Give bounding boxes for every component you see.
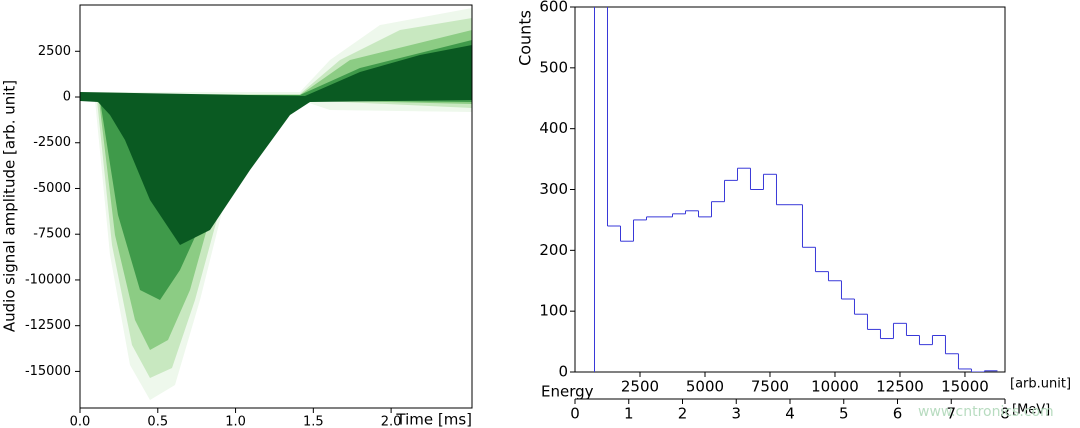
x-axis-label: Energy bbox=[541, 383, 594, 401]
y-tick-label: -15000 bbox=[25, 364, 71, 379]
y-tick-label: 600 bbox=[539, 0, 568, 16]
x-tick-label: 15000 bbox=[941, 378, 989, 396]
y-tick-label: -2500 bbox=[33, 135, 71, 150]
y-axis-label: Audio signal amplitude [arb. unit] bbox=[1, 80, 19, 332]
x2-tick-label: 8 bbox=[1000, 405, 1010, 423]
x2-tick-label: 7 bbox=[946, 405, 956, 423]
y-tick-label: -12500 bbox=[25, 318, 71, 333]
y-tick-label: 0 bbox=[558, 363, 568, 381]
watermark: www.cntronics.com bbox=[918, 404, 1054, 420]
y-axis-label: Counts bbox=[516, 10, 535, 66]
x-tick-label: 7500 bbox=[751, 378, 789, 396]
x-tick-label: 0.5 bbox=[147, 415, 168, 428]
x-tick-label: 2500 bbox=[621, 378, 659, 396]
y-tick-label: 100 bbox=[539, 302, 568, 320]
plot-frame bbox=[79, 4, 473, 409]
y-tick-label: -10000 bbox=[25, 272, 71, 287]
x-tick-label: 1.0 bbox=[225, 415, 246, 428]
x2-tick-label: 3 bbox=[731, 405, 741, 423]
y-tick-label: 300 bbox=[539, 180, 568, 198]
histogram bbox=[593, 7, 998, 372]
x-tick-label: 5000 bbox=[686, 378, 724, 396]
y-tick-label: 400 bbox=[539, 119, 568, 137]
x-axis-unit: [arb.unit] bbox=[1010, 377, 1071, 392]
x-tick-label: 0.0 bbox=[70, 415, 91, 428]
x-tick-label: 12500 bbox=[876, 378, 924, 396]
y-tick-label: 200 bbox=[539, 241, 568, 259]
density-core bbox=[80, 45, 472, 245]
x-axis-label: Time [ms] bbox=[395, 411, 472, 428]
y-tick-label: -7500 bbox=[33, 227, 71, 242]
density-map bbox=[80, 8, 472, 400]
x2-tick-label: 6 bbox=[893, 405, 903, 423]
x-tick-label: 2.0 bbox=[381, 415, 402, 428]
y-tick-label: -5000 bbox=[33, 181, 71, 196]
y-tick-label: 500 bbox=[539, 58, 568, 76]
plot-frame bbox=[574, 6, 1006, 373]
x2-tick-label: 1 bbox=[624, 405, 634, 423]
x2-tick-label: 4 bbox=[785, 405, 795, 423]
x2-tick-label: 0 bbox=[570, 405, 580, 423]
x-tick-label: 1.5 bbox=[303, 415, 324, 428]
x2-axis-unit: [MeV] bbox=[1012, 403, 1050, 418]
y-tick-label: 2500 bbox=[38, 44, 71, 59]
y-tick-label: 0 bbox=[63, 90, 71, 105]
x-tick-label: 10000 bbox=[811, 378, 859, 396]
x2-tick-label: 2 bbox=[678, 405, 688, 423]
x2-tick-label: 5 bbox=[839, 405, 849, 423]
